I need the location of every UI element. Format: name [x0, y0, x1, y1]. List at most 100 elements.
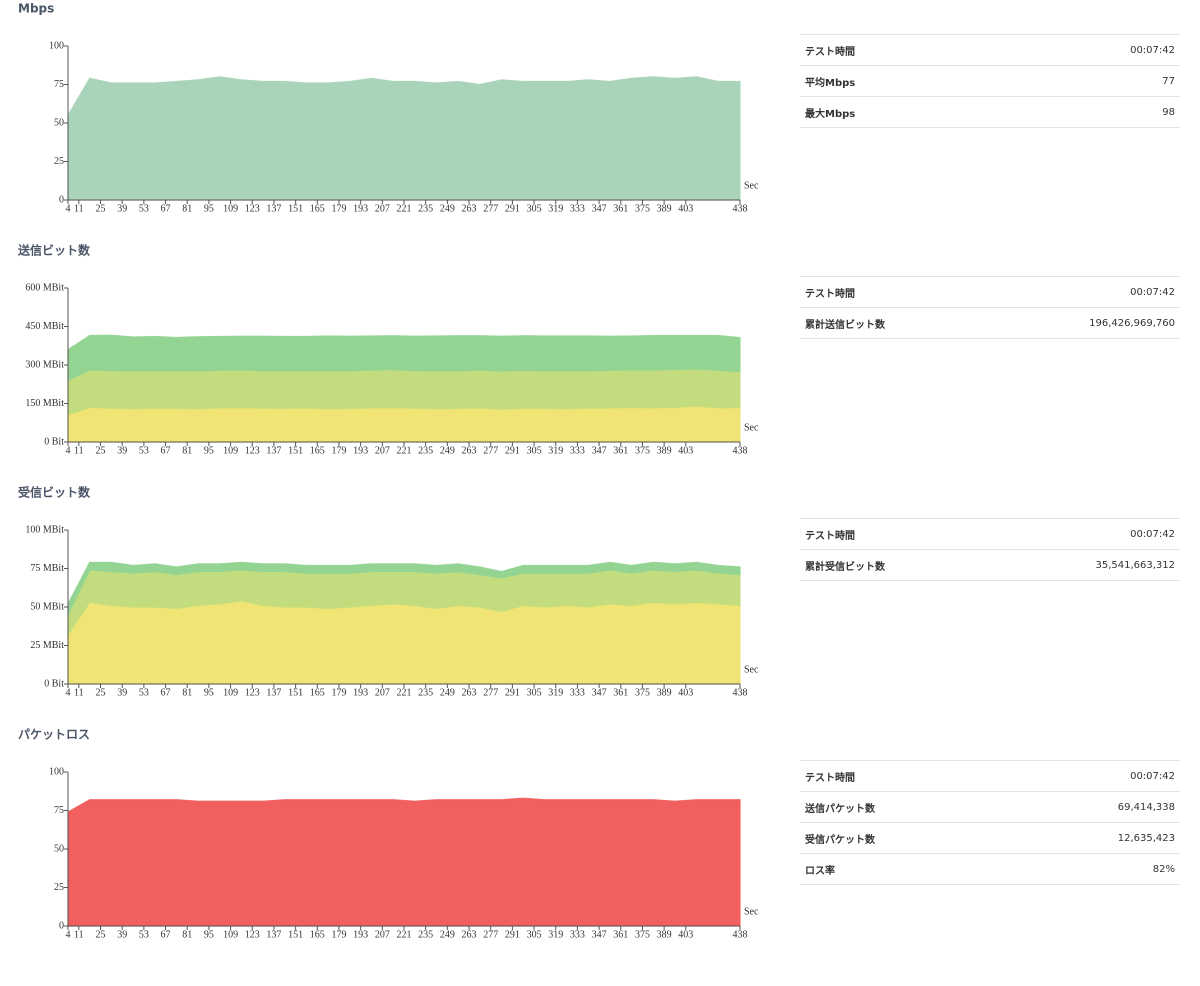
- x-tick-label: 81: [182, 445, 192, 456]
- x-tick-label: 263: [462, 203, 477, 214]
- x-tick-label: 249: [440, 929, 455, 940]
- x-tick-label: 375: [635, 203, 650, 214]
- stats-row: テスト時間 00:07:42: [800, 760, 1180, 791]
- stats-label: 平均Mbps: [805, 77, 856, 89]
- stats-row: 受信パケット数 12,635,423: [800, 822, 1180, 853]
- stats-row: テスト時間 00:07:42: [800, 276, 1180, 307]
- y-tick-label: 50: [54, 843, 64, 854]
- x-tick-label: 165: [310, 203, 325, 214]
- stats-label: 最大Mbps: [805, 108, 856, 120]
- x-tick-label: 333: [570, 929, 585, 940]
- stats-label: テスト時間: [805, 530, 855, 542]
- x-tick-label: 319: [548, 929, 563, 940]
- x-tick-label: 95: [204, 203, 214, 214]
- area: [67, 797, 741, 927]
- x-tick-label: 361: [613, 203, 628, 214]
- x-tick-label: 221: [397, 929, 412, 940]
- stats-row: ロス率 82%: [800, 853, 1180, 885]
- x-tick-label: 438: [733, 929, 748, 940]
- x-tick-label: 4: [66, 687, 71, 698]
- x-tick-label: 361: [613, 687, 628, 698]
- y-tick-label: 600 MBit: [25, 282, 64, 293]
- x-tick-label: 249: [440, 445, 455, 456]
- y-tick-label: 100: [49, 40, 64, 51]
- x-tick-label: 333: [570, 203, 585, 214]
- area: [67, 76, 741, 201]
- x-tick-label: 151: [288, 929, 303, 940]
- x-tick-label: 137: [266, 687, 281, 698]
- x-tick-label: 95: [204, 445, 214, 456]
- x-tick-label: 277: [483, 929, 498, 940]
- x-tick-label: 67: [161, 929, 171, 940]
- y-tick-label: 150 MBit: [25, 398, 64, 409]
- stats-label: テスト時間: [805, 288, 855, 300]
- stats-row: 平均Mbps 77: [800, 65, 1180, 96]
- y-tick-label: 25: [54, 156, 64, 167]
- x-tick-label: 81: [182, 687, 192, 698]
- x-tick-label: 375: [635, 929, 650, 940]
- y-tick-label: 300 MBit: [25, 359, 64, 370]
- x-tick-label: 347: [592, 445, 607, 456]
- x-tick-label: 137: [266, 445, 281, 456]
- stats-value: 35,541,663,312: [1095, 559, 1175, 571]
- x-tick-label: 207: [375, 445, 390, 456]
- y-tick-label: 75 MBit: [30, 563, 64, 574]
- stats-value: 196,426,969,760: [1089, 317, 1175, 329]
- x-tick-label: 389: [657, 445, 672, 456]
- x-tick-label: 67: [161, 687, 171, 698]
- y-tick-label: 0 Bit: [44, 678, 64, 689]
- x-axis-label: Sec: [744, 422, 759, 433]
- x-tick-label: 165: [310, 687, 325, 698]
- x-tick-label: 375: [635, 687, 650, 698]
- x-tick-label: 109: [223, 929, 238, 940]
- x-tick-label: 389: [657, 203, 672, 214]
- x-tick-label: 179: [331, 203, 346, 214]
- area: [67, 561, 741, 615]
- x-tick-label: 277: [483, 445, 498, 456]
- x-tick-label: 361: [613, 445, 628, 456]
- x-tick-label: 333: [570, 445, 585, 456]
- x-tick-label: 319: [548, 687, 563, 698]
- x-tick-label: 221: [397, 445, 412, 456]
- x-tick-label: 291: [505, 687, 520, 698]
- x-tick-label: 4: [66, 445, 71, 456]
- x-tick-label: 193: [353, 445, 368, 456]
- x-tick-label: 137: [266, 929, 281, 940]
- chart-title: 送信ビット数: [17, 243, 91, 258]
- x-tick-label: 193: [353, 687, 368, 698]
- x-tick-label: 207: [375, 203, 390, 214]
- x-tick-label: 11: [74, 929, 84, 940]
- x-tick-label: 347: [592, 687, 607, 698]
- x-tick-label: 39: [117, 445, 127, 456]
- x-tick-label: 11: [74, 203, 84, 214]
- chart-title: 受信ビット数: [18, 485, 91, 500]
- x-tick-label: 403: [678, 687, 693, 698]
- x-tick-label: 235: [418, 687, 433, 698]
- x-tick-label: 305: [527, 929, 542, 940]
- y-tick-label: 0 Bit: [44, 436, 64, 447]
- chart-title: Mbps: [18, 2, 54, 16]
- x-tick-label: 403: [678, 929, 693, 940]
- x-tick-label: 438: [733, 203, 748, 214]
- stats-value: 00:07:42: [1130, 286, 1175, 298]
- area: [67, 600, 741, 685]
- x-tick-label: 263: [462, 687, 477, 698]
- stats-value: 98: [1162, 106, 1175, 118]
- x-tick-label: 389: [657, 687, 672, 698]
- x-tick-label: 11: [74, 445, 84, 456]
- stats-table: テスト時間 00:07:42 累計受信ビット数 35,541,663,312: [800, 518, 1180, 581]
- y-tick-label: 450 MBit: [25, 321, 64, 332]
- area: [67, 368, 741, 416]
- x-tick-label: 151: [288, 445, 303, 456]
- x-tick-label: 403: [678, 445, 693, 456]
- x-tick-label: 347: [592, 203, 607, 214]
- x-tick-label: 53: [139, 687, 149, 698]
- x-tick-label: 249: [440, 203, 455, 214]
- stats-value: 82%: [1152, 863, 1175, 875]
- stats-label: テスト時間: [805, 772, 855, 784]
- x-tick-label: 277: [483, 687, 498, 698]
- x-tick-label: 39: [117, 687, 127, 698]
- stats-label: 累計受信ビット数: [805, 561, 885, 573]
- x-tick-label: 291: [505, 203, 520, 214]
